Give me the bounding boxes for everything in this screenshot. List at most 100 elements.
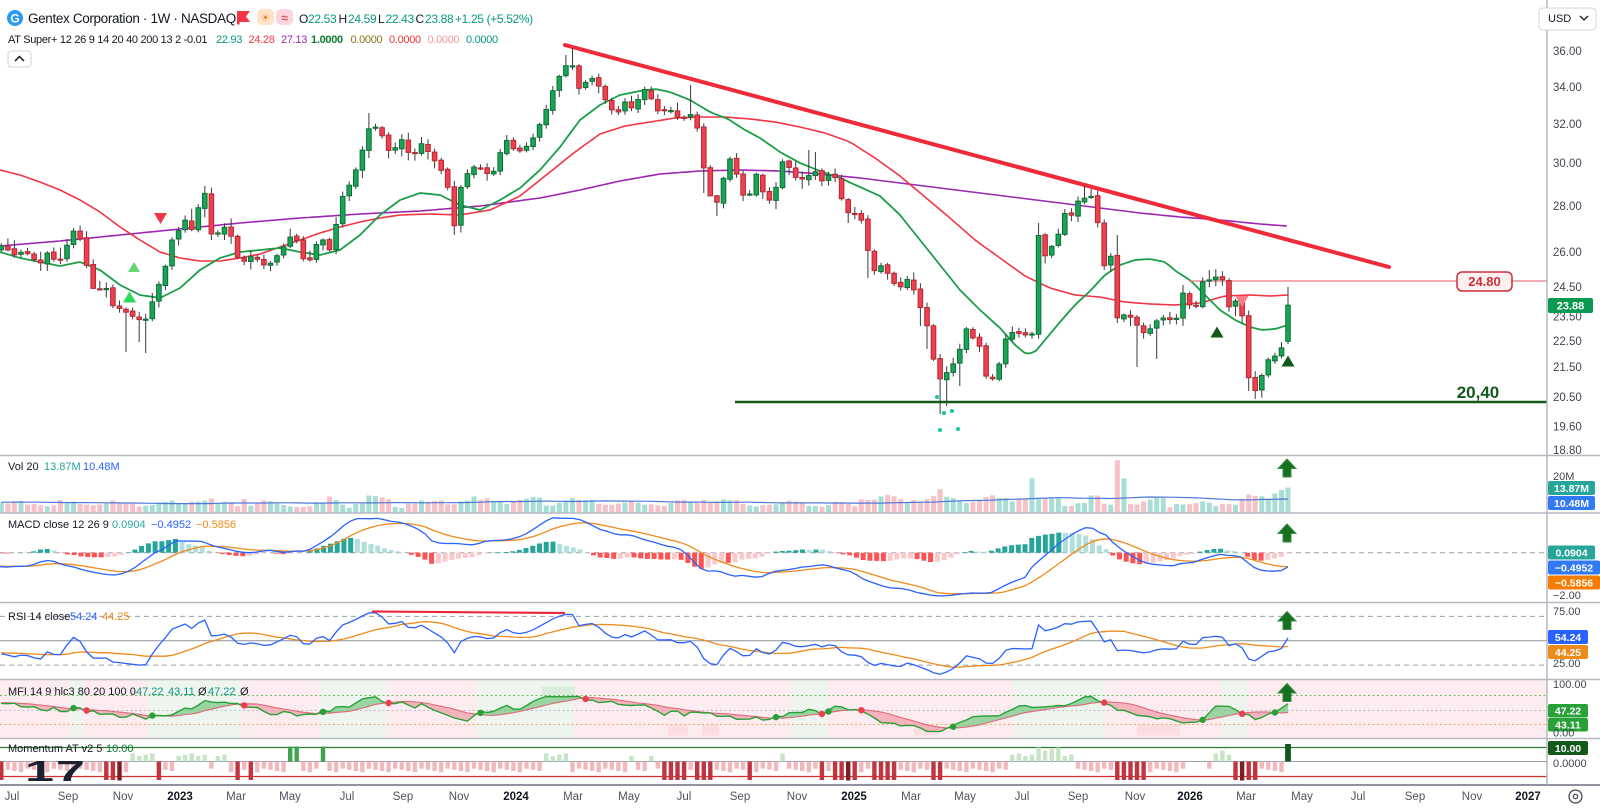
svg-text:23.88: 23.88 [425, 12, 454, 26]
svg-text:34.00: 34.00 [1553, 82, 1582, 94]
svg-text:19.60: 19.60 [1553, 422, 1582, 434]
svg-text:10.48M: 10.48M [1554, 498, 1589, 510]
svg-text:0.0000: 0.0000 [428, 34, 460, 46]
svg-text:Nov: Nov [449, 791, 470, 803]
svg-text:Sep: Sep [1405, 791, 1425, 803]
svg-text:47.22: 47.22 [136, 686, 164, 698]
svg-text:25.00: 25.00 [1553, 658, 1581, 670]
svg-text:0.0000: 0.0000 [1553, 758, 1587, 770]
svg-text:May: May [954, 791, 976, 803]
svg-text:2025: 2025 [841, 791, 867, 803]
svg-text:2023: 2023 [167, 791, 193, 803]
svg-text:24.50: 24.50 [1553, 282, 1582, 294]
svg-text:54.24: 54.24 [1555, 632, 1581, 644]
svg-text:43.11: 43.11 [168, 686, 195, 698]
svg-text:36.00: 36.00 [1553, 46, 1582, 58]
svg-text:24.28: 24.28 [249, 34, 275, 46]
svg-text:☀: ☀ [261, 13, 270, 24]
svg-text:Sep: Sep [1068, 791, 1088, 803]
svg-text:Mar: Mar [901, 791, 921, 803]
svg-text:Mar: Mar [1236, 791, 1256, 803]
svg-text:−2.00: −2.00 [1553, 590, 1581, 602]
svg-text:0.0000: 0.0000 [351, 34, 383, 46]
svg-text:Jul: Jul [340, 791, 355, 803]
svg-text:Sep: Sep [730, 791, 750, 803]
svg-text:26.00: 26.00 [1553, 247, 1582, 259]
svg-text:Vol 20: Vol 20 [8, 461, 39, 473]
svg-text:75.00: 75.00 [1553, 606, 1581, 618]
svg-text:47.22: 47.22 [1555, 706, 1581, 718]
svg-text:Ø: Ø [198, 686, 207, 698]
svg-text:27.13: 27.13 [281, 34, 307, 46]
svg-text:17: 17 [25, 755, 87, 787]
svg-text:Jul: Jul [677, 791, 692, 803]
svg-text:−0.5856: −0.5856 [1555, 577, 1593, 589]
svg-text:RSI 14 close: RSI 14 close [8, 611, 70, 623]
svg-text:Jul: Jul [5, 791, 20, 803]
svg-text:20,40: 20,40 [1457, 383, 1500, 402]
svg-text:Ø: Ø [240, 686, 249, 698]
svg-text:10.00: 10.00 [106, 743, 134, 755]
svg-text:32.00: 32.00 [1553, 119, 1582, 131]
svg-text:47.22: 47.22 [208, 686, 236, 698]
svg-text:13.87M: 13.87M [1554, 483, 1589, 495]
svg-text:10.48M: 10.48M [83, 461, 120, 473]
svg-text:≈: ≈ [281, 11, 288, 25]
svg-text:2024: 2024 [503, 791, 529, 803]
svg-text:30.00: 30.00 [1553, 158, 1582, 170]
svg-text:0.0904: 0.0904 [1555, 547, 1587, 559]
svg-text:44.25: 44.25 [1555, 647, 1581, 659]
svg-text:0.00: 0.00 [1553, 728, 1574, 740]
svg-text:L: L [378, 12, 385, 26]
svg-text:USD: USD [1548, 13, 1571, 25]
svg-text:2027: 2027 [1515, 791, 1541, 803]
svg-text:O: O [299, 12, 308, 26]
svg-text:0.0904: 0.0904 [112, 519, 146, 531]
svg-text:22.93: 22.93 [216, 34, 242, 46]
svg-text:Jul: Jul [1351, 791, 1366, 803]
svg-text:−0.4952: −0.4952 [151, 519, 191, 531]
svg-text:H: H [339, 12, 347, 26]
svg-text:May: May [279, 791, 301, 803]
svg-text:18.80: 18.80 [1553, 445, 1582, 457]
svg-text:54.24: 54.24 [70, 611, 98, 623]
svg-text:C: C [416, 12, 425, 26]
svg-text:−0.4952: −0.4952 [1555, 562, 1593, 574]
svg-text:24.59: 24.59 [348, 12, 377, 26]
svg-text:23.88: 23.88 [1557, 300, 1585, 312]
svg-text:Nov: Nov [787, 791, 808, 803]
svg-text:13.87M: 13.87M [44, 461, 81, 473]
svg-text:22.50: 22.50 [1553, 336, 1582, 348]
svg-text:Nov: Nov [1462, 791, 1483, 803]
svg-text:AT Super+ 12 26 9 14 20 40 200: AT Super+ 12 26 9 14 20 40 200 13 2 -0.0… [8, 34, 207, 46]
svg-text:44.25: 44.25 [102, 611, 130, 623]
svg-text:24.80: 24.80 [1468, 274, 1501, 289]
svg-text:Nov: Nov [113, 791, 134, 803]
svg-text:May: May [1291, 791, 1313, 803]
svg-text:23.50: 23.50 [1553, 312, 1582, 324]
svg-text:0.0000: 0.0000 [466, 34, 498, 46]
svg-text:Momentum AT v2 5: Momentum AT v2 5 [8, 743, 102, 755]
svg-text:Gentex Corporation · 1W · NASD: Gentex Corporation · 1W · NASDAQ [28, 11, 236, 26]
svg-text:1.0000: 1.0000 [311, 34, 343, 46]
svg-text:2026: 2026 [1177, 791, 1203, 803]
svg-text:28.00: 28.00 [1553, 201, 1582, 213]
svg-text:Sep: Sep [58, 791, 78, 803]
svg-text:0.0000: 0.0000 [389, 34, 421, 46]
svg-text:22.43: 22.43 [386, 12, 415, 26]
svg-text:20.50: 20.50 [1553, 392, 1582, 404]
svg-text:Sep: Sep [393, 791, 413, 803]
svg-text:43.11: 43.11 [1555, 720, 1581, 732]
svg-text:G: G [10, 12, 19, 26]
svg-text:−0.5856: −0.5856 [196, 519, 236, 531]
svg-text:20M: 20M [1553, 471, 1574, 483]
svg-text:Nov: Nov [1125, 791, 1146, 803]
svg-text:MACD close 12 26 9: MACD close 12 26 9 [8, 519, 109, 531]
svg-text:May: May [618, 791, 640, 803]
svg-text:Mar: Mar [563, 791, 583, 803]
svg-text:10.00: 10.00 [1555, 743, 1581, 755]
svg-text:100.00: 100.00 [1553, 679, 1587, 691]
svg-text:Jul: Jul [1015, 791, 1030, 803]
svg-text:+1.25 (+5.52%): +1.25 (+5.52%) [455, 12, 533, 26]
svg-text:Mar: Mar [226, 791, 246, 803]
